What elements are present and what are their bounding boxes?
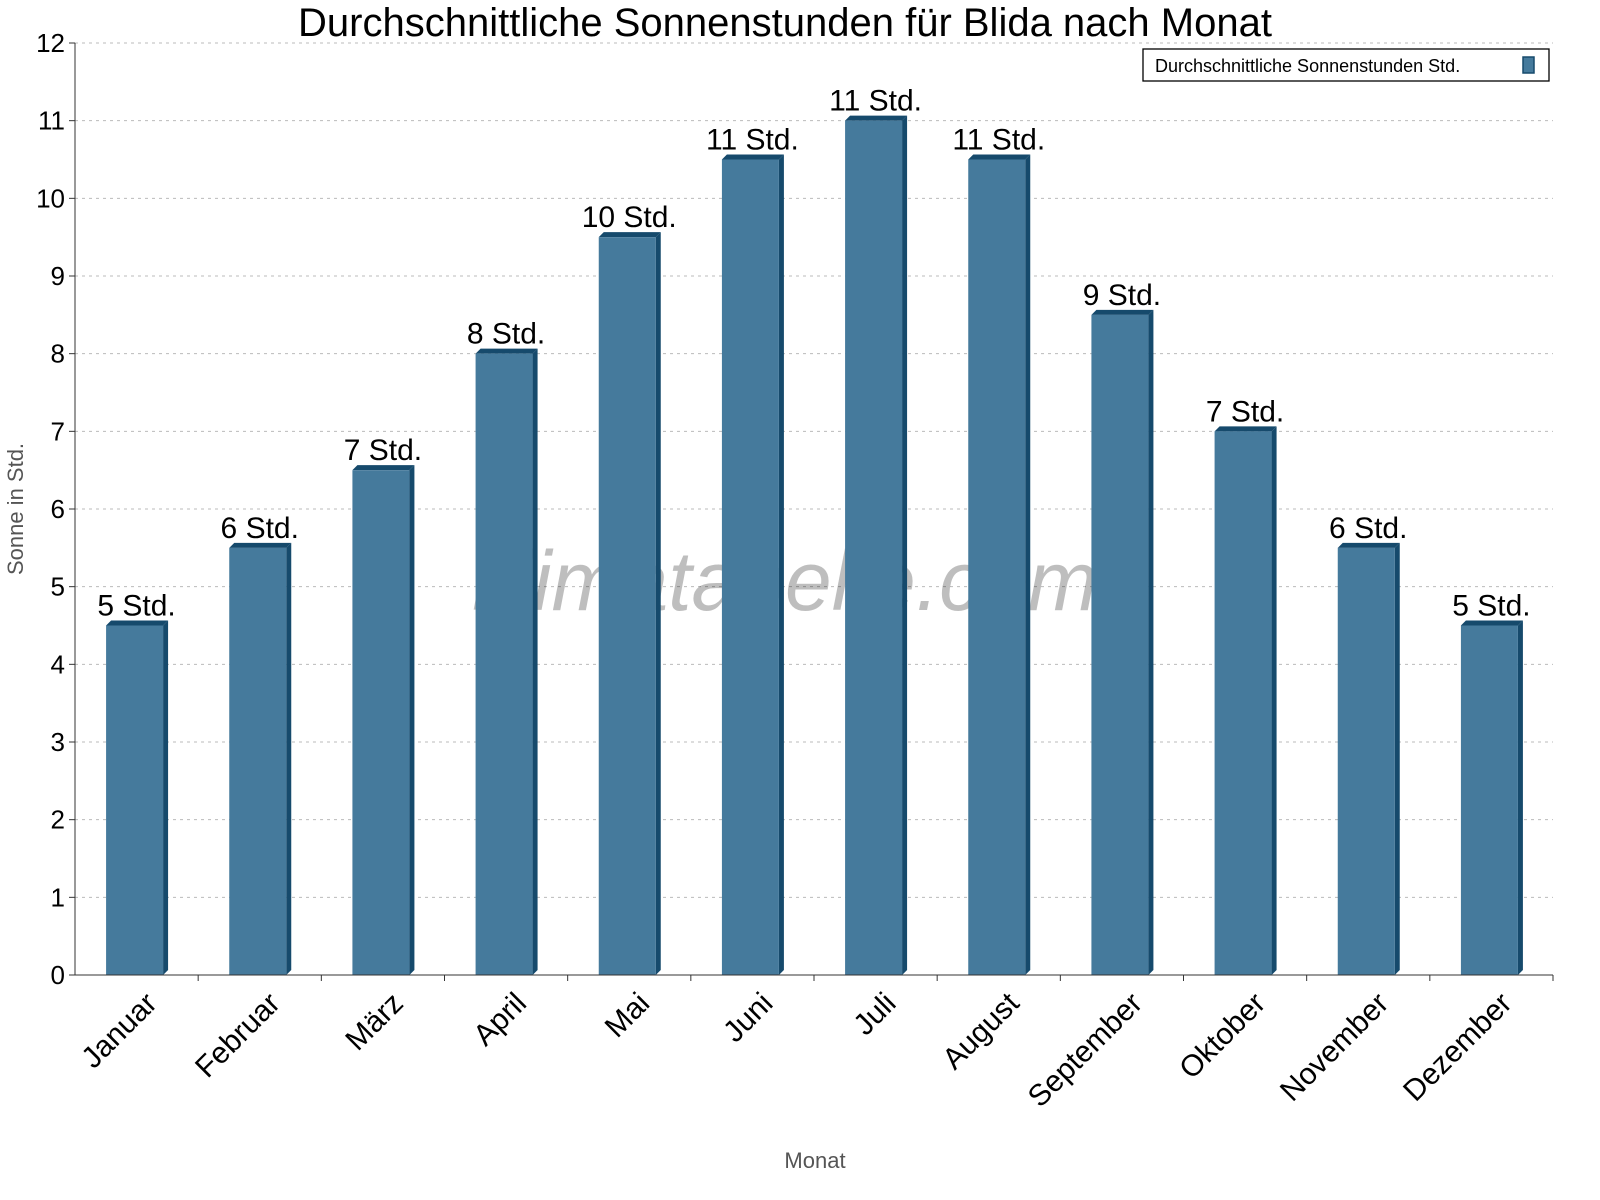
x-tick-label: Oktober bbox=[1173, 987, 1272, 1086]
bar-top bbox=[968, 154, 1031, 160]
x-tick-label: September bbox=[1022, 987, 1149, 1114]
y-tick-label: 6 bbox=[51, 494, 65, 524]
data-label: 11 Std. bbox=[829, 85, 922, 118]
bar bbox=[1214, 431, 1272, 975]
bar-side bbox=[1271, 426, 1277, 975]
y-tick-label: 2 bbox=[51, 805, 65, 835]
bar-top bbox=[1091, 309, 1154, 315]
bar-top bbox=[475, 348, 538, 354]
bar-top bbox=[598, 232, 661, 238]
bar-top bbox=[229, 542, 292, 548]
y-tick-label: 10 bbox=[36, 183, 65, 213]
y-tick-label: 5 bbox=[51, 572, 65, 602]
bar-side bbox=[1025, 154, 1031, 975]
data-label: 9 Std. bbox=[1083, 279, 1161, 312]
bar-side bbox=[1148, 309, 1154, 975]
x-tick-label: Dezember bbox=[1397, 987, 1518, 1108]
bar-side bbox=[532, 348, 538, 976]
y-tick-label: 3 bbox=[51, 727, 65, 757]
data-label: 10 Std. bbox=[582, 201, 677, 234]
bar bbox=[1460, 625, 1518, 975]
bar bbox=[598, 237, 656, 975]
x-tick-label: Januar bbox=[75, 987, 163, 1075]
y-tick-label: 8 bbox=[51, 339, 65, 369]
y-tick-label: 11 bbox=[38, 106, 65, 136]
y-axis-label: Sonne in Std. bbox=[3, 443, 28, 575]
chart-title: Durchschnittliche Sonnenstunden für Blid… bbox=[298, 1, 1272, 45]
bar-side bbox=[1517, 620, 1523, 975]
bar-side bbox=[1394, 542, 1400, 975]
gridlines bbox=[75, 42, 1553, 898]
legend-box bbox=[1142, 48, 1550, 82]
y-tick-label: 7 bbox=[51, 416, 65, 446]
data-label: 8 Std. bbox=[467, 318, 545, 351]
bar-side bbox=[902, 115, 908, 975]
bar-side bbox=[163, 620, 169, 975]
x-axis-label: Monat bbox=[784, 1148, 845, 1173]
bar-side bbox=[286, 542, 292, 975]
bar-side bbox=[409, 465, 415, 975]
x-tick-label: Februar bbox=[189, 987, 287, 1085]
bar bbox=[721, 159, 779, 975]
bar-top bbox=[352, 465, 415, 471]
y-tick-label: 1 bbox=[51, 882, 65, 912]
y-tick-label: 9 bbox=[51, 261, 65, 291]
data-label: 5 Std. bbox=[1452, 590, 1530, 623]
bar-top bbox=[1337, 542, 1400, 548]
bar bbox=[352, 470, 410, 975]
x-tick-label: August bbox=[936, 986, 1026, 1076]
bar-top bbox=[106, 620, 169, 626]
data-label: 6 Std. bbox=[221, 512, 299, 545]
bar bbox=[1337, 547, 1395, 975]
data-label: 11 Std. bbox=[952, 124, 1045, 157]
legend: Durchschnittliche Sonnenstunden Std. bbox=[1142, 48, 1550, 82]
data-label: 7 Std. bbox=[344, 434, 422, 467]
bars: 5 Std. 6 Std. 7 Std. 8 Std. 10 Std. 11 Std. 11… bbox=[97, 85, 1531, 976]
bar bbox=[106, 625, 164, 975]
x-tick-label: November bbox=[1274, 987, 1395, 1108]
bar bbox=[845, 120, 903, 975]
data-label: 7 Std. bbox=[1206, 395, 1284, 428]
x-tick-label: April bbox=[467, 987, 533, 1053]
bar-side bbox=[778, 154, 784, 975]
data-label: 11 Std. bbox=[706, 124, 799, 157]
y-tick-label: 0 bbox=[51, 960, 65, 990]
bar bbox=[1091, 314, 1149, 975]
data-label: 5 Std. bbox=[97, 590, 175, 623]
bar-top bbox=[721, 154, 784, 160]
x-tick-label: Juni bbox=[717, 987, 779, 1049]
x-tick-label: März bbox=[339, 987, 409, 1057]
bar-top bbox=[845, 115, 908, 121]
y-tick-label: 4 bbox=[51, 649, 65, 679]
bar-top bbox=[1460, 620, 1523, 626]
data-label: 6 Std. bbox=[1329, 512, 1407, 545]
bar-side bbox=[655, 232, 661, 975]
bar bbox=[475, 353, 533, 976]
x-axis-ticks: Januar Februar März April Mai Juni Juli AugustS… bbox=[75, 975, 1554, 1114]
bar bbox=[229, 547, 287, 975]
legend-swatch bbox=[1522, 56, 1535, 74]
x-tick-label: Juli bbox=[847, 987, 902, 1042]
legend-label: Durchschnittliche Sonnenstunden Std. bbox=[1155, 56, 1460, 76]
bar bbox=[968, 159, 1026, 975]
x-tick-label: Mai bbox=[599, 987, 657, 1045]
bar-top bbox=[1214, 426, 1277, 432]
y-tick-label: 12 bbox=[36, 28, 65, 58]
